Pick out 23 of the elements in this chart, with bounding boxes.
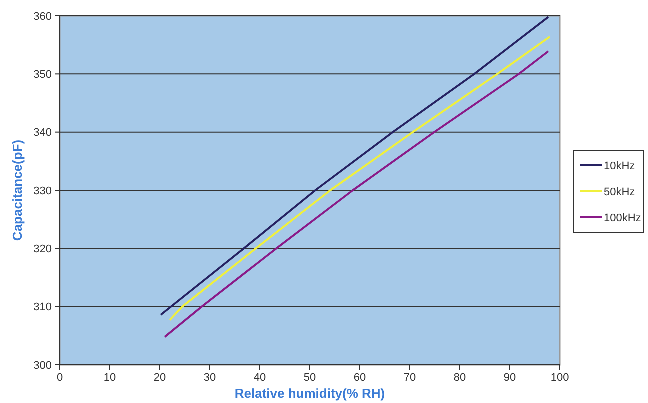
y-tick-label: 360 bbox=[34, 10, 52, 23]
x-tick-label: 0 bbox=[56, 372, 64, 384]
y-tick-label: 330 bbox=[34, 185, 52, 198]
x-tick-label: 60 bbox=[354, 372, 366, 384]
x-tick-label: 70 bbox=[404, 372, 416, 384]
x-tick-label: 10 bbox=[104, 372, 116, 384]
x-tick-label: 20 bbox=[154, 372, 166, 384]
x-tick-label: 50 bbox=[304, 372, 316, 384]
y-tick-label: 350 bbox=[34, 69, 52, 82]
legend-label: 100kHz bbox=[604, 212, 642, 224]
y-axis-title: Capacitance(pF) bbox=[10, 140, 25, 242]
x-axis-title: Relative humidity(% RH) bbox=[234, 386, 386, 401]
y-tick-label: 340 bbox=[34, 127, 52, 140]
x-tick-label: 40 bbox=[254, 372, 266, 384]
legend-label: 50kHz bbox=[604, 186, 636, 198]
x-tick-label: 100 bbox=[550, 372, 570, 384]
x-tick-label: 30 bbox=[204, 372, 216, 384]
legend-label: 10kHz bbox=[604, 160, 636, 172]
y-tick-label: 310 bbox=[34, 302, 52, 314]
x-tick-label: 90 bbox=[504, 372, 516, 384]
x-tick-label: 80 bbox=[454, 372, 466, 384]
y-tick-label: 300 bbox=[34, 360, 52, 372]
y-tick-label: 320 bbox=[34, 244, 52, 256]
